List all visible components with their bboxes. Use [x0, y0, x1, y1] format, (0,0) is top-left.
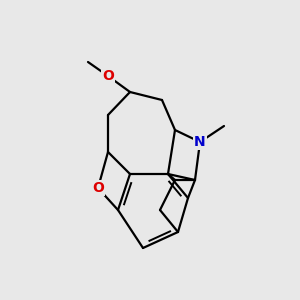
Text: N: N	[194, 135, 206, 149]
Text: O: O	[102, 69, 114, 83]
Text: O: O	[92, 181, 104, 195]
